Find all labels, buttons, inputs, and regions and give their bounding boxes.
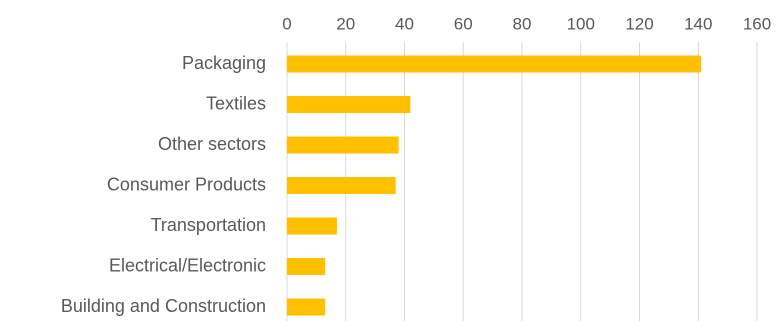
x-tick-label: 40 xyxy=(395,14,414,33)
bar-textiles xyxy=(287,96,411,113)
gridlines xyxy=(286,42,758,321)
category-label: Textiles xyxy=(206,93,266,113)
x-tick-label: 80 xyxy=(513,14,532,33)
x-tick-label: 160 xyxy=(743,14,771,33)
bar-other-sectors xyxy=(287,136,399,154)
category-label: Electrical/Electronic xyxy=(109,255,266,275)
category-label: Other sectors xyxy=(158,134,266,154)
x-axis-ticks: 0 20 40 60 80 100 120 140 160 xyxy=(282,14,771,33)
bars xyxy=(287,55,702,316)
bar-building-and-construction xyxy=(287,298,326,316)
x-tick-label: 20 xyxy=(336,14,355,33)
category-label: Consumer Products xyxy=(107,174,266,194)
bar-consumer-products xyxy=(287,177,396,194)
category-label: Transportation xyxy=(151,215,266,235)
x-tick-label: 140 xyxy=(684,14,712,33)
category-labels: Packaging Textiles Other sectors Consumer P… xyxy=(61,53,266,316)
x-tick-label: 60 xyxy=(454,14,473,33)
x-tick-label: 120 xyxy=(625,14,653,33)
bar-packaging xyxy=(287,55,702,73)
x-tick-label: 100 xyxy=(567,14,595,33)
bar-electrical-electronic xyxy=(287,258,326,275)
x-tick-label: 0 xyxy=(282,14,291,33)
category-label: Packaging xyxy=(182,53,266,73)
category-label: Building and Construction xyxy=(61,296,266,316)
bar-transportation xyxy=(287,217,337,235)
